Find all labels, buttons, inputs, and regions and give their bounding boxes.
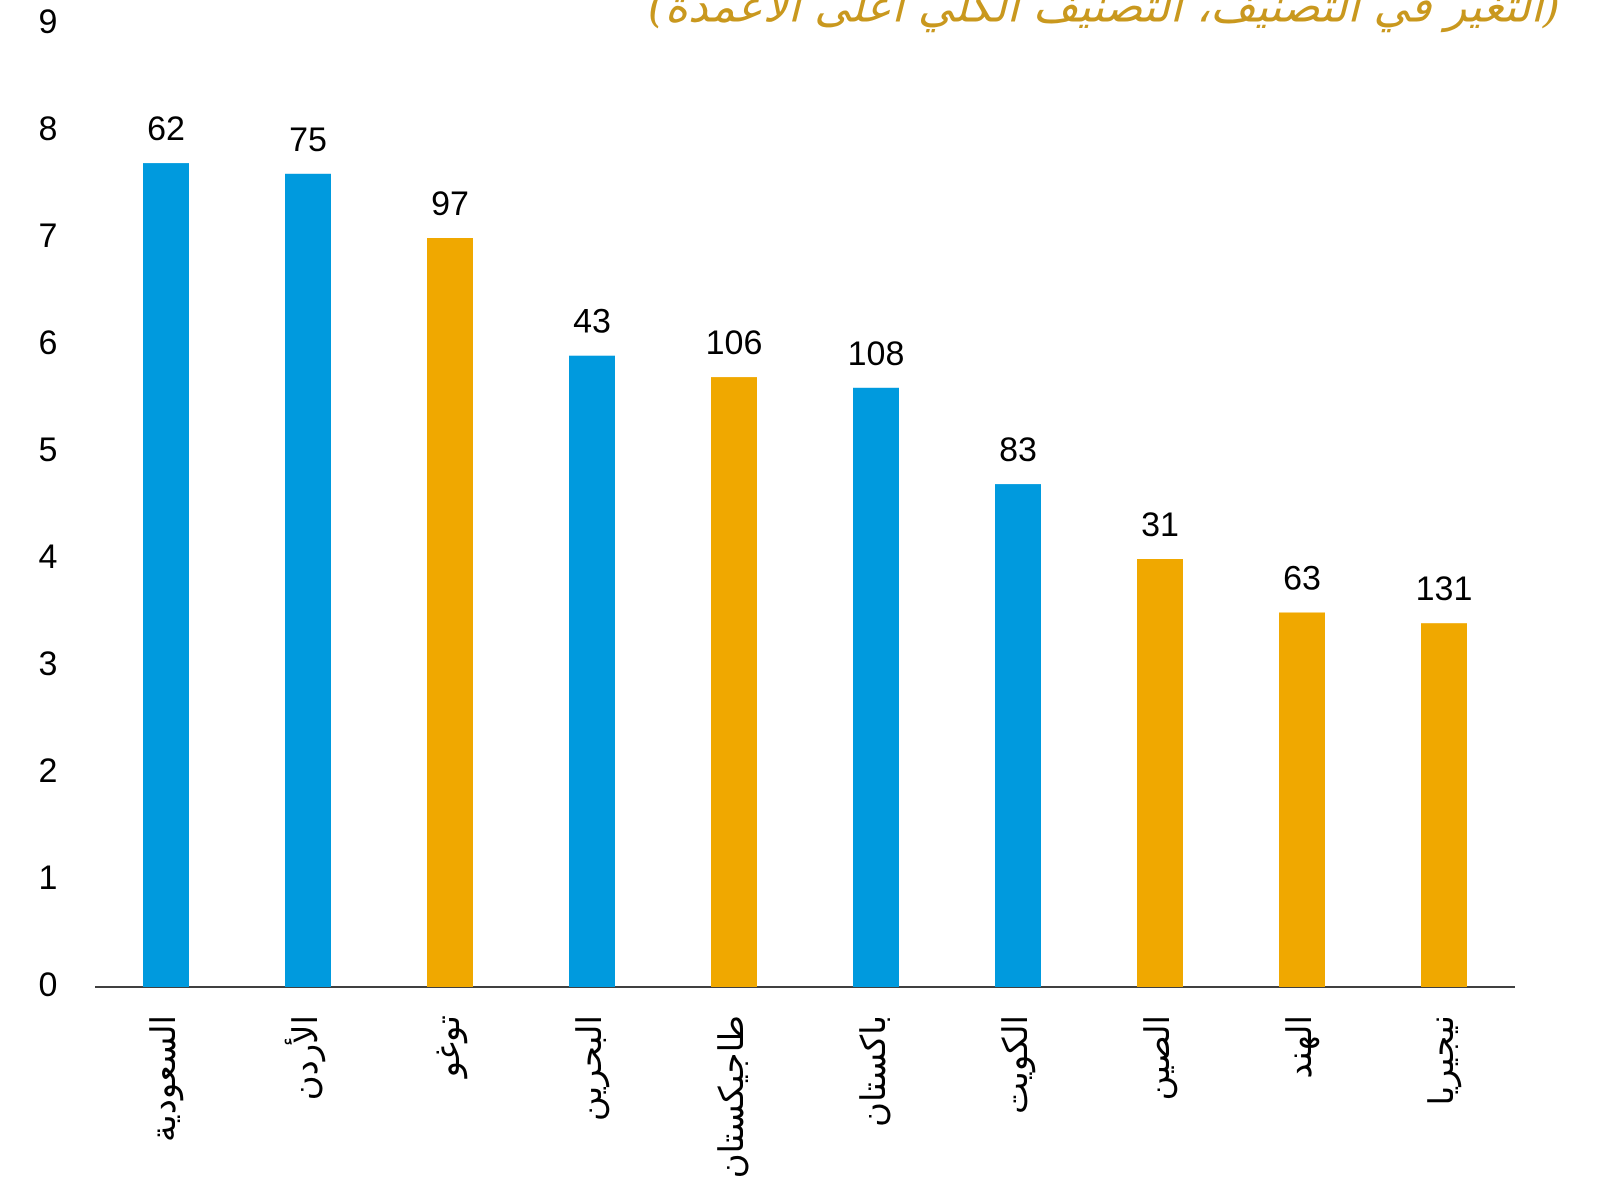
rank-label: 31 — [1141, 506, 1179, 544]
bar — [427, 238, 473, 987]
rank-label: 75 — [289, 121, 327, 159]
bar — [285, 173, 331, 988]
bar — [569, 355, 615, 987]
bar — [995, 484, 1041, 987]
x-tick-label: الأردن — [284, 1015, 326, 1100]
x-tick-label: طاجيكستان — [713, 1015, 751, 1178]
bar — [143, 163, 189, 988]
chart-subtitle: (التغير في التصنيف، التصنيف الكلي أعلى ا… — [648, 0, 1560, 33]
y-tick-label: 8 — [39, 110, 58, 148]
rank-label: 63 — [1283, 559, 1321, 597]
bar — [853, 387, 899, 987]
rank-label: 62 — [147, 110, 185, 148]
x-tick-label: توغو — [429, 1015, 468, 1079]
bar — [1137, 559, 1183, 987]
rank-label: 108 — [848, 335, 905, 373]
rank-label: 83 — [999, 431, 1037, 469]
y-tick-label: 1 — [39, 859, 58, 897]
x-tick-label: نيجيريا — [1423, 1015, 1462, 1106]
bar — [1279, 612, 1325, 987]
bar — [1421, 623, 1467, 987]
y-tick-label: 2 — [39, 752, 58, 790]
x-tick-label: البحرين — [571, 1015, 610, 1121]
x-tick-label: الصين — [1139, 1015, 1178, 1100]
x-tick-label: السعودية — [145, 1015, 184, 1142]
rank-label: 106 — [706, 324, 763, 362]
rank-label: 43 — [573, 303, 611, 341]
rank-label: 131 — [1416, 570, 1473, 608]
y-tick-label: 9 — [39, 3, 58, 41]
x-tick-label: الهند — [1281, 1015, 1320, 1079]
rank-label: 97 — [431, 185, 469, 223]
y-tick-label: 6 — [39, 324, 58, 362]
x-tick-label: الكويت — [997, 1015, 1036, 1114]
y-tick-label: 3 — [39, 645, 58, 683]
bar — [711, 377, 757, 988]
y-tick-label: 0 — [39, 966, 58, 1004]
x-tick-label: باكستان — [855, 1015, 893, 1127]
y-tick-label: 5 — [39, 431, 58, 469]
y-tick-label: 4 — [39, 538, 58, 576]
y-tick-label: 7 — [39, 217, 58, 255]
